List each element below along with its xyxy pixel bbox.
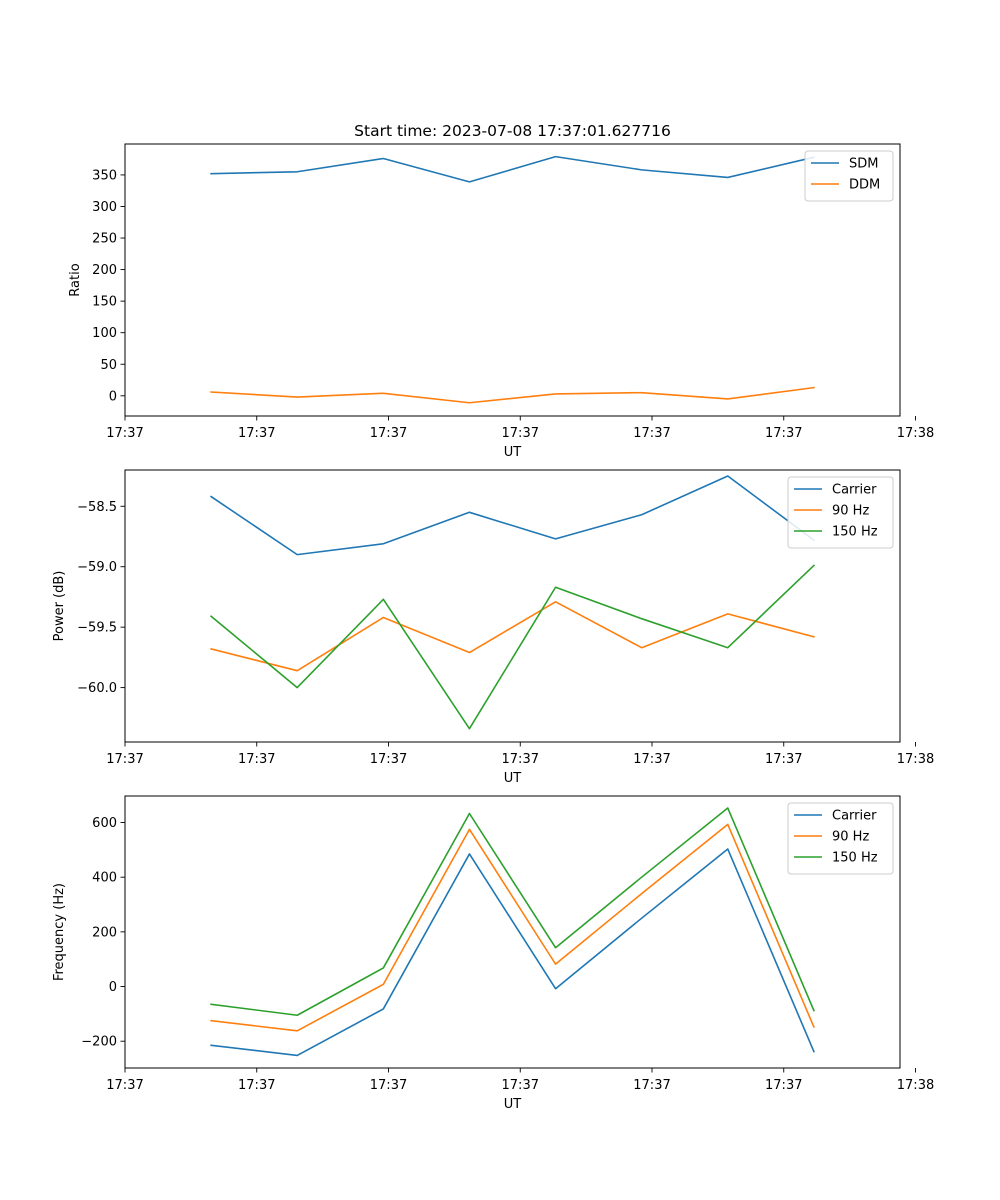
x-tick-label: 17:37 (633, 752, 670, 767)
x-tick-label: 17:38 (897, 752, 934, 767)
legend-label-carrier: Carrier (832, 483, 877, 498)
x-tick-label: 17:37 (502, 1078, 539, 1093)
y-tick-label: −200 (81, 1035, 117, 1050)
legend: Carrier 90 Hz 150 Hz (787, 802, 894, 875)
x-tick-label: 17:37 (765, 1078, 802, 1093)
series-line-90-hz (210, 600, 815, 672)
y-tick-label: 250 (92, 232, 117, 247)
x-axis-label: UT (504, 771, 522, 786)
x-tick-label: 17:37 (370, 1078, 407, 1093)
x-tick-label: 17:37 (765, 426, 802, 441)
y-tick-label: 200 (92, 263, 117, 278)
y-tick-label: 350 (92, 168, 117, 183)
series-line-sdm (210, 155, 815, 183)
x-tick-label: 17:37 (238, 426, 275, 441)
x-tick-label: 17:37 (502, 426, 539, 441)
legend-label-90-hz: 90 Hz (832, 830, 869, 845)
y-axis-label: Frequency (Hz) (52, 883, 67, 981)
x-tick-label: 17:38 (897, 1078, 934, 1093)
y-tick-label: 100 (92, 326, 117, 341)
y-tick-label: 0 (109, 389, 117, 404)
legend-label-sdm: SDM (849, 157, 878, 172)
y-tick-label: 150 (92, 295, 117, 310)
x-axis-label: UT (504, 445, 522, 460)
y-tick-label: 50 (100, 358, 117, 373)
y-tick-label: −60.0 (77, 681, 117, 696)
y-tick-label: −58.5 (77, 500, 117, 515)
series-line-150-hz (209, 564, 816, 730)
legend-label-ddm: DDM (849, 178, 880, 193)
series-line-ddm (210, 386, 815, 404)
x-tick-label: 17:37 (502, 752, 539, 767)
plot-area-frame (124, 469, 901, 743)
legend-label-150-hz: 150 Hz (832, 525, 878, 540)
chart-panel-2: 17:37 17:37 17:37 17:37 17:37 17:37 17:38 −60.0… (52, 469, 934, 786)
series-line-90-hz (210, 823, 815, 1032)
y-tick-label: 400 (92, 871, 117, 886)
series-line-carrier (209, 475, 816, 556)
y-tick-label: 300 (92, 200, 117, 215)
x-tick-label: 17:37 (238, 1078, 275, 1093)
y-tick-label: 600 (92, 816, 117, 831)
legend-label-90-hz: 90 Hz (832, 504, 869, 519)
y-tick-label: 200 (92, 925, 117, 940)
legend: Carrier 90 Hz 150 Hz (787, 476, 894, 549)
y-axis-label: Power (dB) (52, 571, 67, 642)
chart-panel-3: 17:37 17:37 17:37 17:37 17:37 17:37 17:38 −200 0… (52, 795, 934, 1112)
x-axis-label: UT (504, 1097, 522, 1112)
y-axis-label: Ratio (68, 263, 83, 296)
x-tick-label: 17:37 (106, 426, 143, 441)
x-tick-label: 17:37 (370, 426, 407, 441)
legend-label-carrier: Carrier (832, 809, 877, 824)
x-tick-label: 17:37 (765, 752, 802, 767)
series-line-150-hz (210, 807, 815, 1017)
x-tick-label: 17:37 (633, 1078, 670, 1093)
x-tick-label: 17:37 (106, 1078, 143, 1093)
figure-title: Start time: 2023-07-08 17:37:01.627716 (354, 122, 671, 140)
x-tick-label: 17:38 (897, 426, 934, 441)
y-tick-label: −59.0 (77, 560, 117, 575)
series-line-carrier (210, 848, 815, 1057)
y-tick-label: 0 (109, 980, 117, 995)
legend: SDM DDM (804, 150, 894, 202)
x-tick-label: 17:37 (106, 752, 143, 767)
x-tick-label: 17:37 (370, 752, 407, 767)
chart-panel-1: 17:37 17:37 17:37 17:37 17:37 17:37 17:38 0 50 10… (68, 143, 934, 460)
x-tick-label: 17:37 (238, 752, 275, 767)
legend-label-150-hz: 150 Hz (832, 851, 878, 866)
plot-area-frame (124, 143, 901, 417)
plots-container: 17:37 17:37 17:37 17:37 17:37 17:37 17:38 0 50 10… (52, 143, 934, 1112)
y-tick-label: −59.5 (77, 621, 117, 636)
x-tick-label: 17:37 (633, 426, 670, 441)
